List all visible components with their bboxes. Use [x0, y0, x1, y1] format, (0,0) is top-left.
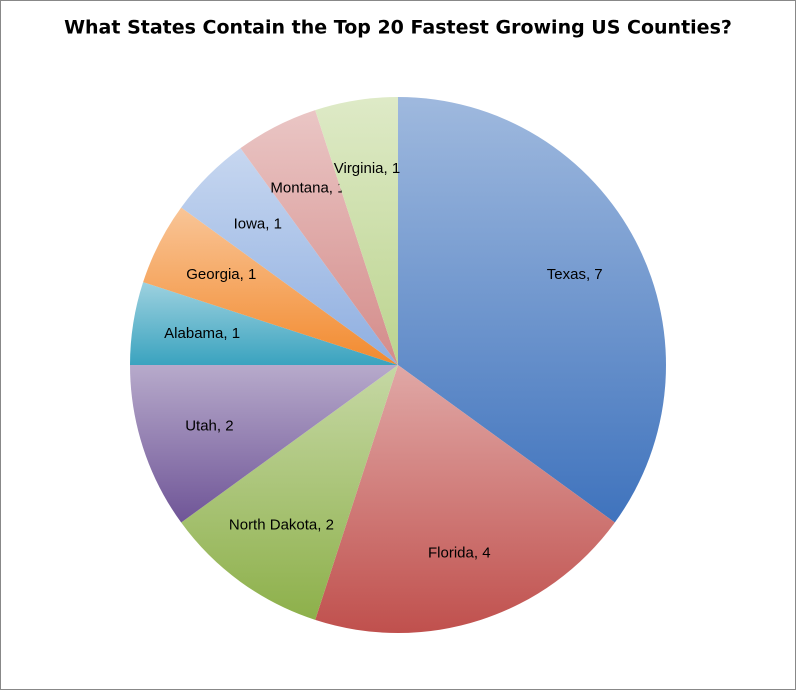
data-label: Utah, 2: [185, 417, 233, 434]
chart-title: What States Contain the Top 20 Fastest G…: [64, 17, 732, 39]
pie-slice: [240, 110, 398, 365]
pie-slice: [315, 365, 615, 633]
data-label: Alabama, 1: [164, 325, 240, 342]
pie-slice: [143, 207, 398, 365]
pie-slice: [130, 282, 398, 365]
pie-slice: [130, 365, 398, 523]
data-label: Georgia, 1: [186, 266, 256, 283]
data-label: Montana, 1: [270, 179, 345, 196]
data-label: Florida, 4: [428, 545, 491, 562]
pie-slice: [181, 365, 398, 620]
pie-slice: [181, 148, 398, 365]
data-label: North Dakota, 2: [229, 516, 334, 533]
pie-slice: [398, 97, 666, 523]
pie-slice: [315, 97, 398, 365]
data-label: Virginia, 1: [334, 160, 400, 177]
data-label: Iowa, 1: [234, 216, 282, 233]
data-label: Texas, 7: [547, 266, 603, 283]
